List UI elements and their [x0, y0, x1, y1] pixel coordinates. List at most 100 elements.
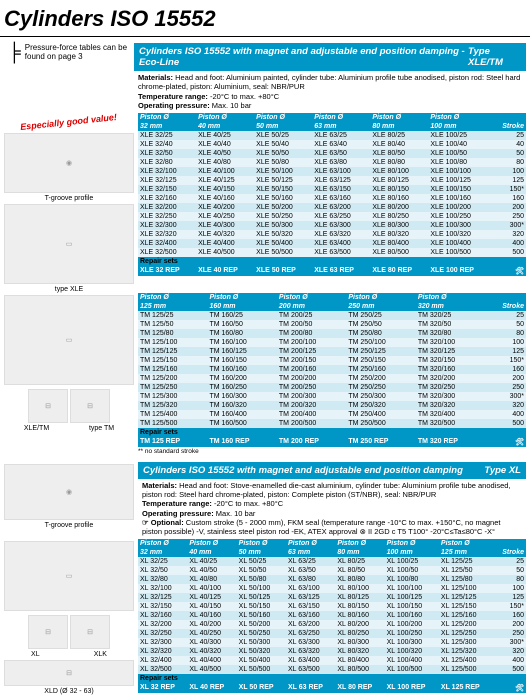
product-image: ⊟	[4, 660, 134, 686]
cell: XL 50/150	[237, 602, 286, 611]
stroke-cell: 100	[493, 584, 526, 593]
cell: XL 125/160	[439, 611, 493, 620]
bore-header: 63 mm	[286, 548, 335, 557]
cell: TM 250/150	[346, 356, 415, 365]
cell: XL 50/80	[237, 575, 286, 584]
cell: XLE 50/400	[254, 239, 312, 248]
cell: XLE 63/50	[312, 149, 370, 158]
repair-icon-cell: 🛠	[485, 437, 526, 447]
product-image: ⊟	[28, 615, 68, 649]
stroke-cell: 320	[485, 401, 526, 410]
cell: XL 80/125	[335, 593, 384, 602]
repair-icon-cell: 🛠	[493, 683, 526, 693]
table-row: TM 125/300TM 160/300TM 200/300TM 250/300…	[138, 392, 526, 401]
repair-row: XL 32 REPXL 40 REPXL 50 REPXL 63 REPXL 8…	[138, 683, 526, 693]
cell: XL 100/320	[385, 647, 439, 656]
table-row: TM 125/250TM 160/250TM 200/250TM 250/250…	[138, 383, 526, 392]
cell: XLE 80/160	[370, 194, 428, 203]
cell: XLE 40/25	[196, 131, 254, 140]
cell: XLE 80/125	[370, 176, 428, 185]
footnote: ** no standard stroke	[134, 447, 526, 456]
cell: XLE 63/500	[312, 248, 370, 257]
table-row: XLE 32/500XLE 40/500XLE 50/500XLE 63/500…	[138, 248, 526, 257]
cell: XLE 50/80	[254, 158, 312, 167]
left-col-xl: ▭ ⊟ ⊟ XL XLK ⊟ XLD (Ø 32 - 63)	[4, 539, 134, 695]
bore-header: 63 mm	[312, 122, 370, 131]
bore-header: 100 mm	[428, 122, 491, 131]
cell: XL 100/160	[385, 611, 439, 620]
cell: TM 160/100	[207, 338, 276, 347]
cell: XL 125/25	[439, 557, 493, 566]
repair-cell: XLE 80 REP	[370, 266, 428, 276]
cell: XLE 100/320	[428, 230, 491, 239]
cell: TM 320/25	[416, 311, 485, 320]
cell: XL 40/300	[187, 638, 236, 647]
cell: XLE 50/125	[254, 176, 312, 185]
cell: TM 160/200	[207, 374, 276, 383]
cell: XL 100/250	[385, 629, 439, 638]
bore-header: 320 mm	[416, 302, 485, 311]
cell: XL 80/50	[335, 566, 384, 575]
section-type: Type XL	[484, 465, 521, 476]
cell: TM 200/300	[277, 392, 346, 401]
table-row: XLE 32/80XLE 40/80XLE 50/80XLE 63/80XLE …	[138, 158, 526, 167]
cell: XL 50/25	[237, 557, 286, 566]
stroke-cell: 50	[493, 566, 526, 575]
bore-header: 40 mm	[187, 548, 236, 557]
cell: TM 125/100	[138, 338, 207, 347]
cell: TM 320/100	[416, 338, 485, 347]
cell: XL 80/150	[335, 602, 384, 611]
cell: XL 125/80	[439, 575, 493, 584]
img-caption: XLD (Ø 32 - 63)	[4, 688, 134, 695]
cell: XL 63/125	[286, 593, 335, 602]
cell: TM 200/250	[277, 383, 346, 392]
cell: XL 100/500	[385, 665, 439, 674]
stroke-cell: 500	[493, 665, 526, 674]
bore-header: 125 mm	[138, 302, 207, 311]
cell: XLE 100/125	[428, 176, 491, 185]
cell: XL 100/200	[385, 620, 439, 629]
cell: XL 40/160	[187, 611, 236, 620]
col-header: Piston Ø	[286, 539, 335, 548]
cell: XL 32/300	[138, 638, 187, 647]
cell: XLE 50/200	[254, 203, 312, 212]
stroke-cell: 160	[492, 194, 526, 203]
cell: XLE 80/300	[370, 221, 428, 230]
cell: XL 63/150	[286, 602, 335, 611]
cell: XL 100/300	[385, 638, 439, 647]
col-header: Piston Ø	[196, 113, 254, 122]
repair-cell: XL 32 REP	[138, 683, 187, 693]
table-row: TM 125/100TM 160/100TM 200/100TM 250/100…	[138, 338, 526, 347]
cell: XLE 63/200	[312, 203, 370, 212]
cell: TM 160/250	[207, 383, 276, 392]
col-header	[493, 539, 526, 548]
cell: XL 32/250	[138, 629, 187, 638]
cell: TM 125/150	[138, 356, 207, 365]
cell: XL 32/400	[138, 656, 187, 665]
cell: XL 40/150	[187, 602, 236, 611]
cell: XL 63/100	[286, 584, 335, 593]
cell: TM 320/400	[416, 410, 485, 419]
cell: XL 125/500	[439, 665, 493, 674]
cell: XLE 50/500	[254, 248, 312, 257]
col-header: Piston Ø	[138, 539, 187, 548]
table-row: TM 125/80TM 160/80TM 200/80TM 250/80TM 3…	[138, 329, 526, 338]
stroke-cell: 125	[493, 593, 526, 602]
img-caption: XL	[31, 651, 40, 658]
cell: XL 63/25	[286, 557, 335, 566]
stroke-cell: 250	[493, 629, 526, 638]
cell: XL 32/160	[138, 611, 187, 620]
cell: XLE 50/150	[254, 185, 312, 194]
cell: TM 160/300	[207, 392, 276, 401]
cell: XL 100/25	[385, 557, 439, 566]
left-col-xl-top: ◉ T-groove profile	[4, 462, 134, 529]
img-caption: type XLE	[4, 286, 134, 293]
cell: XLE 63/40	[312, 140, 370, 149]
bore-header: 50 mm	[237, 548, 286, 557]
cell: XLE 32/400	[138, 239, 196, 248]
cell: TM 125/500	[138, 419, 207, 428]
stroke-cell: 160	[493, 611, 526, 620]
cell: XL 125/100	[439, 584, 493, 593]
stroke-cell: 320	[493, 647, 526, 656]
cell: XLE 80/80	[370, 158, 428, 167]
